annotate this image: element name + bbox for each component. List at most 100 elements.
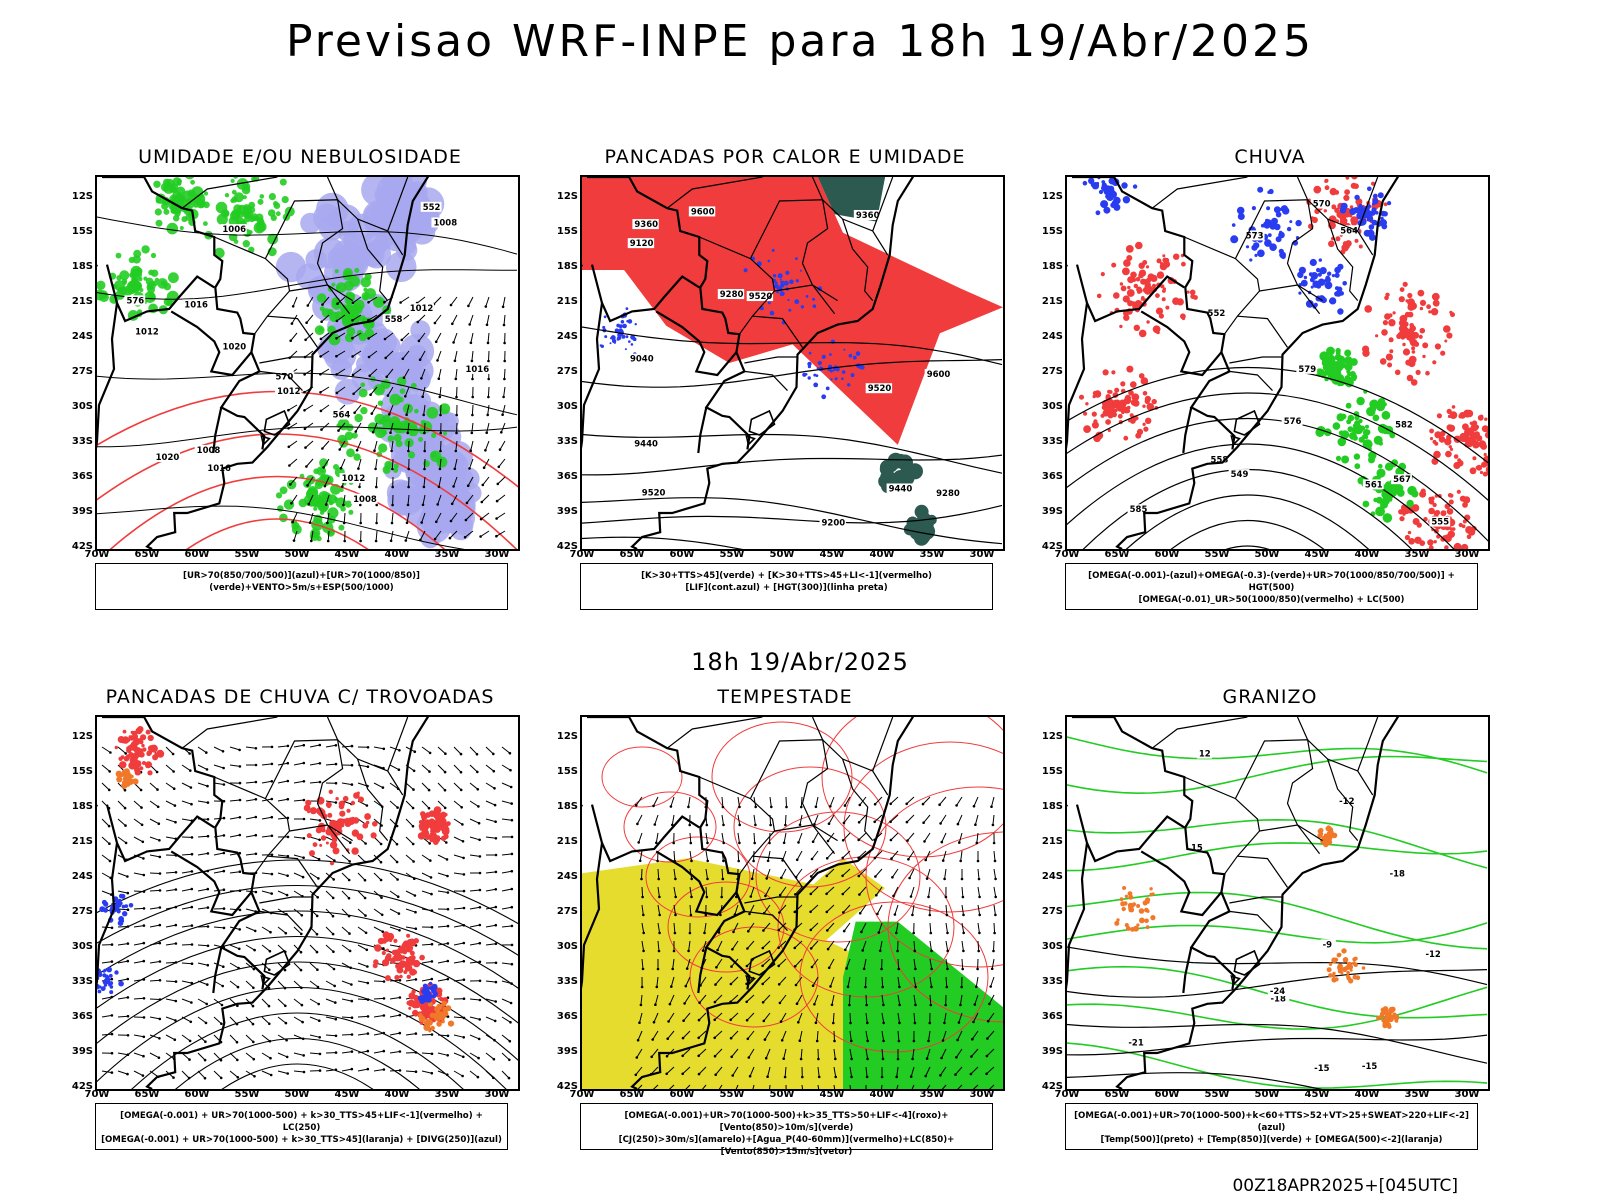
wind-vector-head bbox=[203, 1076, 207, 1080]
wind-vector bbox=[437, 978, 448, 982]
state-border bbox=[752, 315, 803, 348]
field-patch bbox=[1119, 282, 1124, 286]
wind-vector bbox=[437, 494, 442, 505]
wind-vector-head bbox=[174, 820, 177, 824]
wind-vector-head bbox=[780, 1039, 784, 1042]
field-patch bbox=[1448, 445, 1452, 449]
wind-vector bbox=[325, 1034, 337, 1037]
wind-vector-head bbox=[341, 485, 344, 488]
wind-vector-head bbox=[285, 893, 289, 897]
wind-vector bbox=[829, 796, 835, 807]
wind-vector bbox=[977, 868, 980, 880]
wind-vector bbox=[501, 980, 512, 985]
wind-vector bbox=[636, 814, 643, 825]
wind-vector-head bbox=[334, 1017, 338, 1021]
field-patch bbox=[1326, 825, 1332, 831]
wind-vector bbox=[471, 404, 474, 416]
field-patch bbox=[428, 1029, 432, 1033]
field-patch bbox=[1151, 283, 1157, 288]
wind-vector-head bbox=[848, 1003, 851, 1007]
field-patch bbox=[381, 950, 386, 956]
field-patch bbox=[1123, 259, 1131, 267]
contour-label: 9360 bbox=[634, 220, 658, 230]
field-patch bbox=[1119, 406, 1125, 412]
state-border bbox=[749, 739, 836, 855]
wind-vector-head bbox=[501, 413, 504, 416]
field-patch bbox=[1134, 300, 1143, 308]
wind-vector-head bbox=[222, 816, 226, 820]
wind-vector-head bbox=[429, 876, 433, 879]
wind-vector bbox=[101, 890, 112, 896]
wind-vector-head bbox=[412, 860, 415, 863]
contour-line bbox=[97, 935, 518, 1024]
wind-vector bbox=[496, 530, 506, 537]
wind-vector bbox=[352, 296, 362, 304]
field-patch bbox=[1079, 394, 1084, 400]
wind-vector-head bbox=[909, 1075, 913, 1078]
wind-vector-head bbox=[874, 875, 877, 878]
wind-vector bbox=[714, 1030, 723, 1039]
contour-label: -9 bbox=[1323, 940, 1333, 950]
wind-vector bbox=[858, 832, 867, 841]
wind-vector-head bbox=[189, 769, 192, 772]
wind-vector bbox=[389, 1069, 401, 1072]
contour-line bbox=[186, 518, 369, 549]
field-patch bbox=[1346, 974, 1350, 979]
state-border bbox=[267, 315, 318, 348]
wind-vector bbox=[197, 926, 209, 928]
wind-vector bbox=[341, 1068, 352, 1072]
wind-vector-head bbox=[396, 806, 399, 809]
wind-vector-head bbox=[446, 959, 450, 963]
wind-vector-head bbox=[747, 929, 750, 933]
field-patch bbox=[609, 342, 612, 345]
contour-label: 576 bbox=[1284, 417, 1302, 427]
wind-vector-head bbox=[927, 1039, 930, 1043]
wind-vector-head bbox=[190, 836, 194, 839]
field-patch bbox=[377, 400, 384, 406]
wind-vector-head bbox=[412, 788, 415, 791]
wind-vector bbox=[117, 872, 128, 877]
wind-vector bbox=[213, 1016, 222, 1025]
wind-vector bbox=[325, 890, 334, 899]
wind-vector bbox=[503, 314, 506, 326]
field-patch bbox=[1482, 471, 1488, 477]
wind-vector bbox=[336, 368, 346, 375]
field-patch bbox=[118, 916, 124, 922]
field-patch bbox=[224, 193, 230, 198]
field-patch bbox=[1126, 255, 1133, 261]
field-patch bbox=[163, 208, 170, 215]
field-patch bbox=[1160, 284, 1165, 289]
field-patch bbox=[1348, 978, 1354, 984]
wind-vector-head bbox=[912, 1039, 916, 1043]
wind-vector bbox=[638, 832, 643, 843]
wind-vector bbox=[229, 908, 241, 911]
wind-vector-head bbox=[510, 835, 514, 839]
wind-vector bbox=[813, 994, 819, 1005]
wind-vector-head bbox=[930, 949, 933, 953]
wind-vector bbox=[326, 512, 330, 523]
field-patch bbox=[1406, 499, 1414, 508]
wind-vector-head bbox=[652, 1020, 656, 1024]
wind-vector-head bbox=[510, 924, 514, 928]
wind-vector bbox=[449, 530, 458, 539]
wind-vector bbox=[197, 782, 208, 787]
lon-tick-label: 40W bbox=[384, 549, 410, 560]
wind-vector bbox=[454, 350, 458, 361]
contour-label-bg bbox=[1320, 939, 1336, 950]
contour-line bbox=[175, 1037, 420, 1089]
contour-line bbox=[97, 216, 518, 255]
wind-vector bbox=[993, 886, 997, 897]
wind-vector-head bbox=[446, 874, 449, 878]
field-patch bbox=[318, 214, 346, 241]
wind-vector-head bbox=[478, 960, 482, 964]
contour-label-bg bbox=[632, 438, 659, 449]
wind-vector bbox=[288, 440, 298, 448]
wind-vector-head bbox=[666, 1037, 669, 1040]
wind-vector-head bbox=[320, 428, 323, 431]
wind-vector-head bbox=[461, 823, 464, 826]
field-patch bbox=[1375, 506, 1385, 517]
wind-vector bbox=[101, 782, 110, 791]
wind-vector-head bbox=[269, 930, 272, 934]
wind-vector bbox=[352, 314, 362, 321]
field-patch bbox=[1325, 275, 1330, 281]
